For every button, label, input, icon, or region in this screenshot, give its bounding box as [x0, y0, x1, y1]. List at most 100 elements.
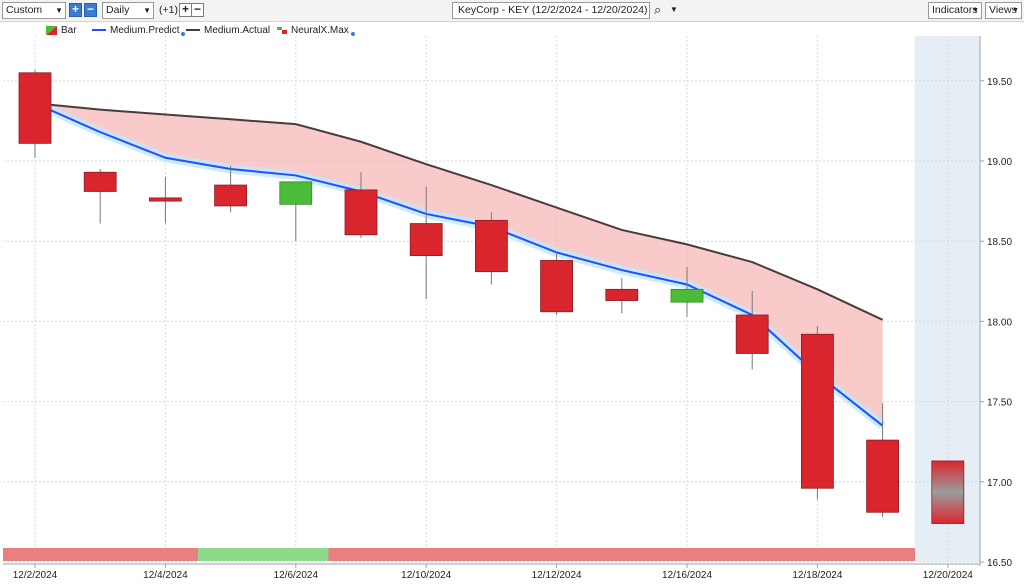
- candle-body: [540, 260, 573, 313]
- legend: Bar Medium.Predict Medium.Actual NeuralX…: [0, 23, 900, 39]
- candle[interactable]: [214, 165, 248, 213]
- views-button[interactable]: Views ▼: [985, 2, 1022, 19]
- medium-predict-line: [34, 102, 884, 427]
- y-tick-label: 19.00: [987, 157, 1012, 168]
- views-label: Views: [989, 4, 1017, 16]
- legend-item-neuralx-max[interactable]: NeuralX.Max: [277, 25, 355, 36]
- chevron-down-icon[interactable]: ▼: [670, 5, 678, 14]
- zoom-out-button[interactable]: −: [84, 3, 97, 17]
- candle-body: [409, 223, 443, 257]
- chevron-down-icon: ▼: [1012, 7, 1019, 14]
- candles: [18, 69, 965, 524]
- interval-type-value: Custom: [6, 4, 43, 16]
- y-tick-label: 17.00: [987, 478, 1012, 489]
- x-tick-label: 12/20/2024: [923, 570, 973, 581]
- strip-segment: [654, 548, 721, 561]
- candle[interactable]: [409, 186, 443, 299]
- candle[interactable]: [279, 181, 313, 242]
- neuralx-strip: [3, 548, 916, 561]
- strip-segment: [393, 548, 460, 561]
- x-tick-label: 12/12/2024: [532, 570, 582, 581]
- offset-decrease-button[interactable]: −: [191, 3, 204, 17]
- candle[interactable]: [931, 460, 965, 524]
- symbol-selector[interactable]: KeyCorp - KEY (12/2/2024 - 12/20/2024): [452, 2, 650, 19]
- interval-type-select[interactable]: Custom ▼: [2, 2, 66, 19]
- strip-segment: [132, 548, 199, 561]
- y-tick-label: 18.50: [987, 237, 1012, 248]
- medium-actual-line: [34, 102, 884, 321]
- candle-body: [735, 314, 769, 354]
- x-tick-label: 12/6/2024: [274, 570, 319, 581]
- candle-body: [18, 72, 52, 144]
- strip-segment: [524, 548, 590, 561]
- candle[interactable]: [670, 266, 704, 317]
- settings-dot-icon[interactable]: [350, 32, 355, 36]
- legend-predict-label: Medium.Predict: [110, 25, 180, 36]
- candle-body: [148, 197, 182, 202]
- candle[interactable]: [866, 403, 899, 518]
- period-value: Daily: [106, 4, 130, 16]
- line-swatch-icon: [92, 29, 106, 32]
- zoom-in-button[interactable]: +: [69, 3, 82, 17]
- chevron-down-icon: ▼: [972, 7, 979, 14]
- candle-body: [83, 171, 117, 192]
- y-tick-label: 18.00: [987, 317, 1012, 328]
- candle-body: [474, 219, 508, 273]
- candle[interactable]: [605, 278, 639, 314]
- legend-item-medium-predict[interactable]: Medium.Predict: [92, 25, 186, 36]
- candle[interactable]: [801, 326, 834, 500]
- candle[interactable]: [18, 69, 52, 158]
- y-tick-label: 17.50: [987, 398, 1012, 409]
- strip-segment: [67, 548, 134, 561]
- candle-body: [801, 333, 834, 489]
- y-axis: 19.50 19.00 18.50 18.00 17.50 17.00 16.50: [980, 77, 1012, 569]
- legend-item-medium-actual[interactable]: Medium.Actual: [186, 25, 270, 36]
- candle[interactable]: [540, 254, 573, 315]
- candle-body: [605, 288, 639, 301]
- settings-dot-icon[interactable]: [181, 32, 186, 36]
- candle-body: [214, 184, 248, 207]
- candle[interactable]: [344, 172, 378, 238]
- legend-actual-label: Medium.Actual: [204, 25, 271, 36]
- x-tick-label: 12/18/2024: [792, 570, 842, 581]
- candle[interactable]: [83, 169, 117, 224]
- candle[interactable]: [474, 212, 508, 285]
- candle-body: [670, 288, 704, 303]
- strip-segment: [458, 548, 525, 561]
- toolbar: Custom ▼ + − Daily ▼ (+1) + − KeyCorp - …: [0, 0, 1024, 22]
- y-tick-label: 19.50: [987, 77, 1012, 88]
- legend-neuralx-label: NeuralX.Max: [291, 25, 349, 36]
- candle-body: [931, 460, 965, 524]
- legend-bar-label: Bar: [61, 25, 77, 36]
- candle-body: [279, 181, 313, 205]
- offset-label: (+1): [159, 4, 178, 16]
- x-tick-label: 12/2/2024: [13, 570, 58, 581]
- y-tick-label: 16.50: [987, 558, 1012, 569]
- candle[interactable]: [148, 177, 182, 224]
- x-tick-label: 12/4/2024: [143, 570, 188, 581]
- search-icon[interactable]: ⌕: [654, 2, 662, 17]
- strip-segment: [198, 548, 264, 561]
- symbol-value: KeyCorp - KEY (12/2/2024 - 12/20/2024): [458, 4, 648, 16]
- chevron-down-icon: ▼: [143, 6, 151, 15]
- indicators-label: Indicators: [932, 4, 978, 16]
- strip-segment: [719, 548, 786, 561]
- strip-segment: [784, 548, 851, 561]
- strip-segment: [589, 548, 655, 561]
- candle[interactable]: [735, 290, 769, 370]
- x-tick-label: 12/16/2024: [662, 570, 712, 581]
- strip-segment: [263, 548, 329, 561]
- neuralx-icon: [277, 26, 287, 34]
- x-axis: 12/2/2024 12/4/2024 12/6/2024 12/10/2024 12/…: [13, 564, 973, 581]
- legend-item-bar[interactable]: Bar: [46, 25, 77, 36]
- candle-body: [344, 189, 378, 236]
- strip-segment: [850, 548, 916, 561]
- period-select[interactable]: Daily ▼: [102, 2, 154, 19]
- x-tick-label: 12/10/2024: [401, 570, 451, 581]
- strip-segment: [328, 548, 395, 561]
- indicators-button[interactable]: Indicators ▼: [928, 2, 982, 19]
- bar-icon: [46, 25, 57, 35]
- chevron-down-icon: ▼: [55, 6, 63, 15]
- candle-body: [866, 439, 899, 513]
